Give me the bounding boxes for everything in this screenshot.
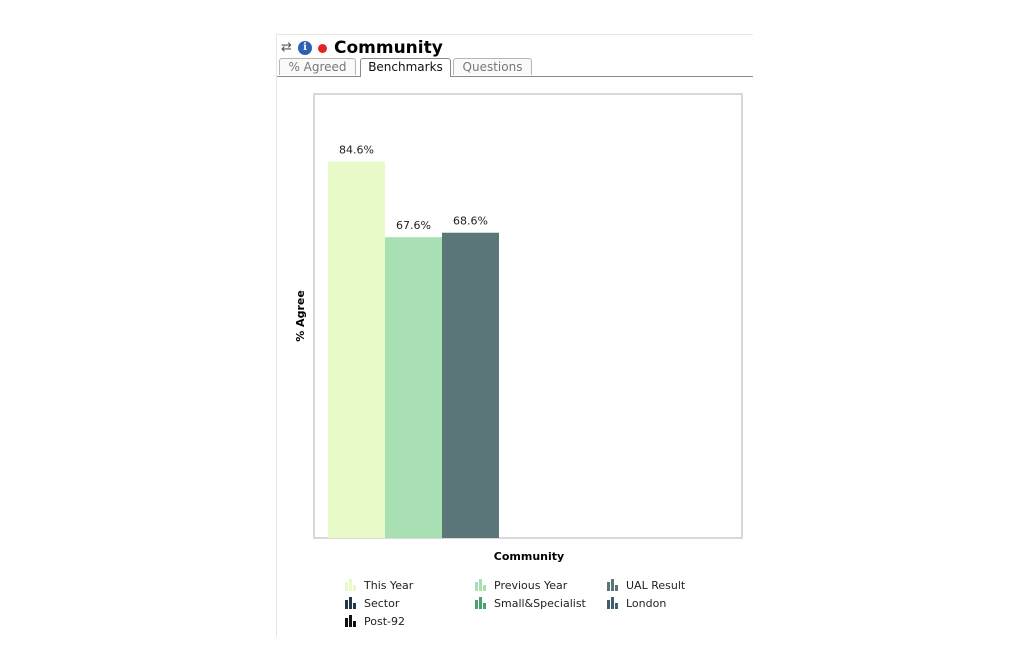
tab-agreed[interactable]: % Agreed (279, 58, 356, 75)
legend-label: UAL Result (626, 578, 686, 592)
bar-chart-icon (345, 597, 356, 609)
bar-chart-icon (345, 579, 356, 591)
legend-item[interactable]: This Year (345, 577, 413, 593)
tab-benchmarks[interactable]: Benchmarks (360, 58, 451, 77)
info-icon[interactable]: i (298, 41, 312, 55)
legend-label: Previous Year (494, 578, 568, 592)
legend-label: Post-92 (364, 614, 405, 628)
title-row: ⇄ i Community (281, 38, 443, 58)
bar-chart: % Agree Community 84.6% 67.6% 68.6% (294, 144, 564, 563)
tab-questions[interactable]: Questions (453, 58, 532, 75)
bar-chart-icon (345, 615, 356, 627)
bar-this-year[interactable] (328, 161, 385, 538)
benchmark-panel: ⇄ i Community % Agreed Benchmarks Questi… (276, 34, 753, 637)
x-axis-label: Community (494, 550, 564, 563)
legend-label: Sector (364, 596, 400, 610)
tab-bar: % Agreed Benchmarks Questions (277, 57, 753, 77)
legend-item[interactable]: Small&Specialist (475, 595, 586, 611)
data-label: 68.6% (453, 215, 488, 228)
bar-ual-result[interactable] (442, 232, 499, 539)
chart-legend: This Year Previous Year UAL Result Sector Sm… (345, 577, 735, 633)
legend-item[interactable]: Post-92 (345, 613, 405, 629)
bar-chart-icon (607, 579, 618, 591)
legend-label: London (626, 596, 667, 610)
legend-label: This Year (364, 578, 414, 592)
bar-previous-year[interactable] (385, 237, 442, 538)
data-label: 84.6% (339, 144, 374, 157)
legend-item[interactable]: Sector (345, 595, 399, 611)
legend-item[interactable]: Previous Year (475, 577, 567, 593)
bar-chart-icon (475, 597, 486, 609)
refresh-icon[interactable]: ⇄ (281, 40, 292, 55)
status-dot-icon (318, 43, 327, 53)
bar-chart-icon (475, 579, 486, 591)
legend-label: Small&Specialist (494, 596, 586, 610)
y-axis-label: % Agree (294, 290, 307, 342)
legend-item[interactable]: London (607, 595, 666, 611)
bar-chart-icon (607, 597, 618, 609)
legend-item[interactable]: UAL Result (607, 577, 685, 593)
page-title: Community (334, 38, 443, 58)
data-label: 67.6% (396, 219, 431, 232)
chart-frame (313, 93, 743, 539)
